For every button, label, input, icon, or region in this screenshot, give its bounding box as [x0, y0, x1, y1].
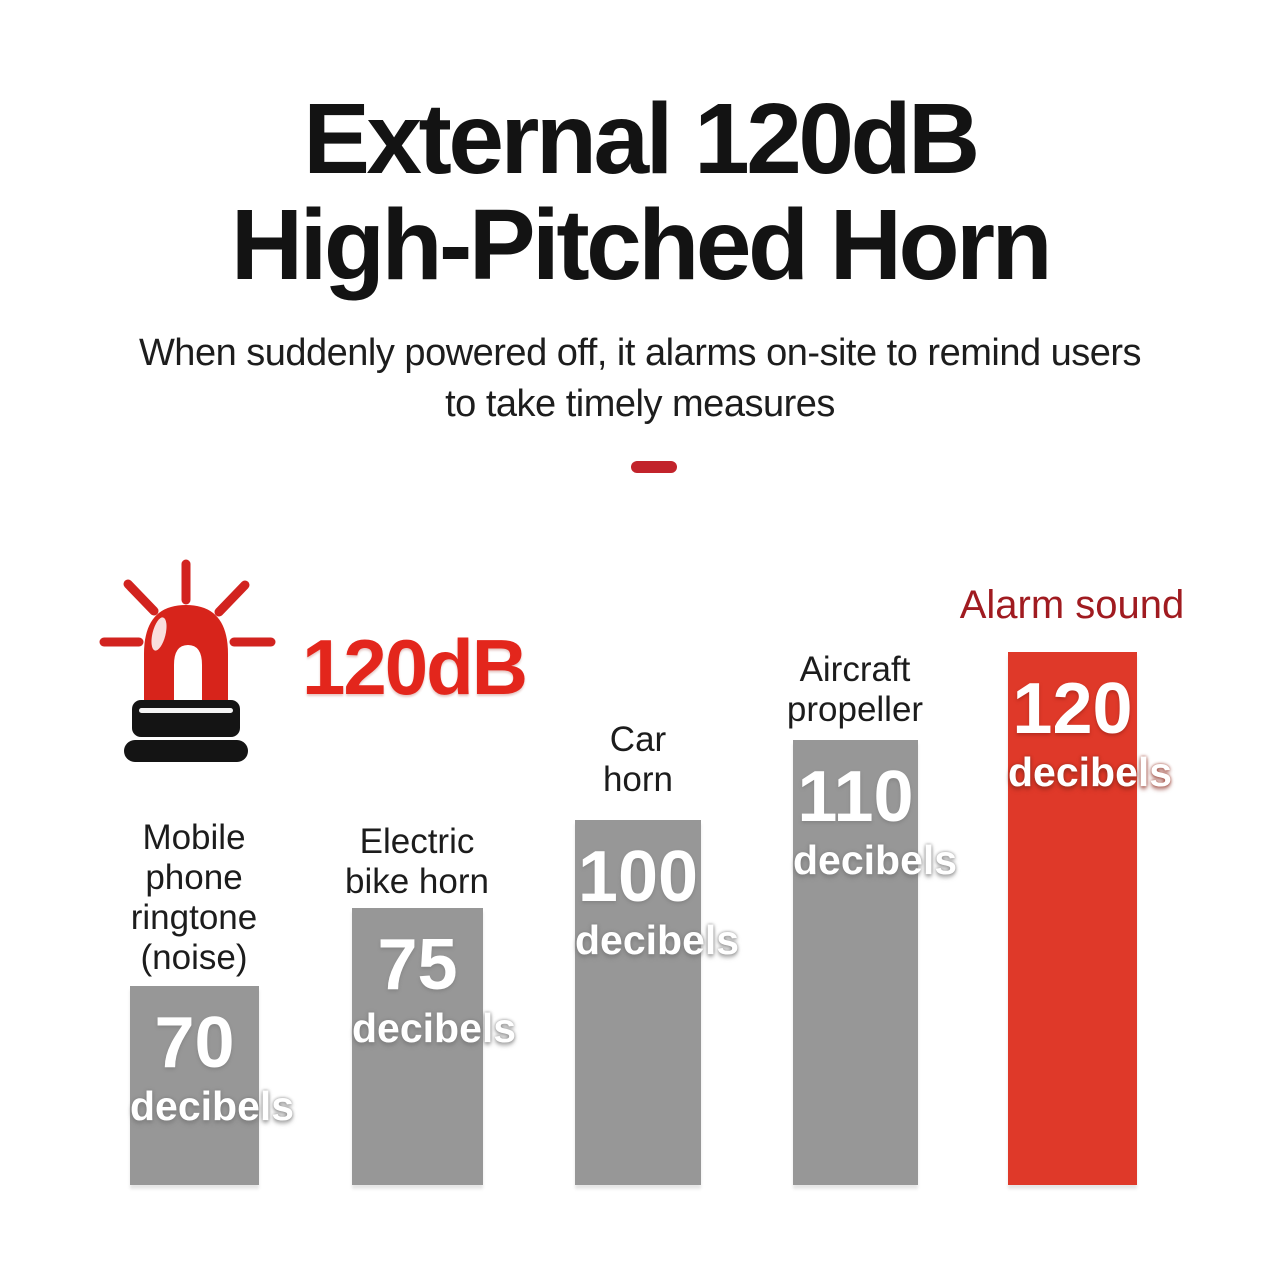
siren-highlight: [151, 617, 167, 651]
page-subtitle: When suddenly powered off, it alarms on-…: [0, 328, 1280, 430]
bar-unit: decibels: [130, 1083, 295, 1129]
page-title: External 120dB High-Pitched Horn: [0, 86, 1280, 298]
bar-value: 120: [1012, 669, 1133, 749]
bar-unit: decibels: [793, 837, 958, 883]
bar-label-car-horn: Car horn: [602, 720, 674, 799]
bar-label-alarm-sound: Alarm sound: [959, 583, 1185, 627]
divider-dash: [631, 461, 677, 473]
db-badge-label: 120dB: [302, 623, 528, 711]
siren-alarm-icon: [99, 559, 276, 762]
bar-value: 100: [577, 837, 699, 917]
siren-rays-icon: [99, 559, 276, 647]
bar-unit: decibels: [352, 1005, 517, 1051]
bar-value: 75: [377, 925, 458, 1005]
bar-alarm-sound: 120 decibels: [1008, 652, 1173, 1185]
siren-base-stripe: [139, 708, 233, 713]
bar-car-horn: 100 decibels: [575, 820, 740, 1185]
bar-label-mobile-phone: Mobile phone ringtone (noise): [130, 818, 258, 977]
bar-mobile-phone: 70 decibels: [130, 986, 295, 1185]
siren-base-bottom: [124, 740, 248, 762]
subtitle-line-1: When suddenly powered off, it alarms on-…: [138, 332, 1142, 374]
bar-aircraft-propeller: 110 decibels: [793, 740, 958, 1185]
title-line-2: High-Pitched Horn: [230, 189, 1053, 301]
bar-unit: decibels: [1008, 749, 1173, 795]
bar-value: 110: [797, 757, 914, 837]
title-line-1: External 120dB: [303, 83, 980, 195]
bar-label-electric-bike: Electric bike horn: [345, 822, 489, 901]
bar-label-aircraft-propeller: Aircraft propeller: [786, 650, 924, 729]
bar-value: 70: [154, 1003, 235, 1083]
bar-electric-bike: 75 decibels: [352, 908, 517, 1185]
bar-unit: decibels: [575, 917, 740, 963]
subtitle-line-2: to take timely measures: [445, 383, 835, 425]
